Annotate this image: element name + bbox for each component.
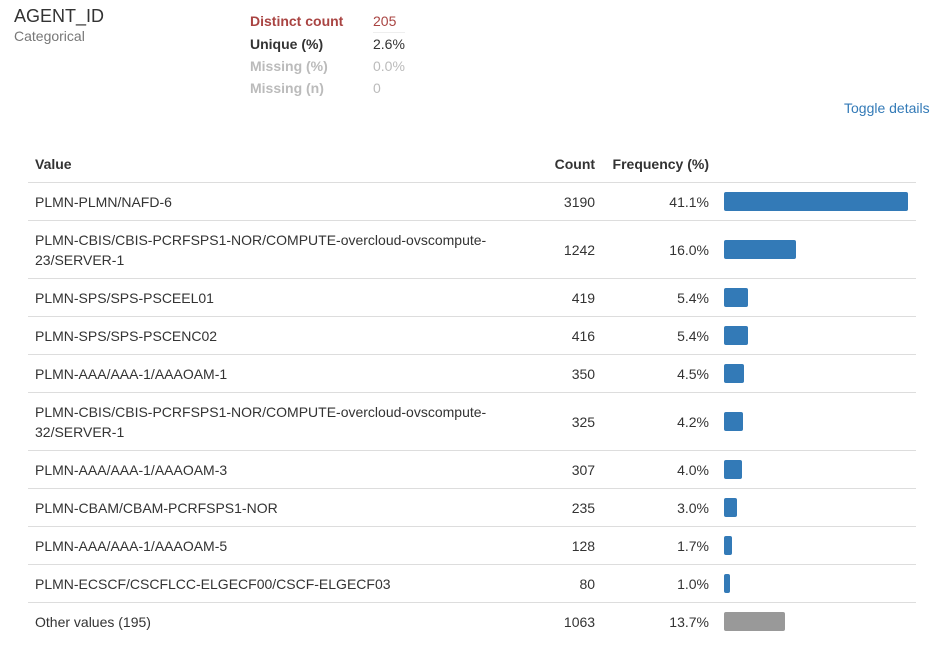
- header-bar: [709, 146, 916, 183]
- row-bar-cell: [709, 488, 916, 527]
- frequency-bar: [724, 364, 744, 383]
- row-count: 419: [533, 278, 596, 317]
- frequency-bar: [724, 288, 748, 307]
- header-frequency: Frequency (%): [595, 146, 709, 183]
- row-value: Other values (195): [35, 614, 151, 630]
- row-count: 416: [533, 316, 596, 355]
- row-bar-cell: [709, 278, 916, 317]
- stat-value: 0.0%: [373, 58, 405, 74]
- row-count: 235: [533, 488, 596, 527]
- header-value: Value: [28, 146, 534, 183]
- table-row: PLMN-ECSCF/CSCFLCC-ELGECF00/CSCF-ELGECF0…: [28, 564, 916, 603]
- table-row: PLMN-AAA/AAA-1/AAAOAM-3 307 4.0%: [28, 450, 916, 489]
- table-row: PLMN-SPS/SPS-PSCENC02 416 5.4%: [28, 316, 916, 355]
- stat-value: 2.6%: [373, 36, 405, 52]
- frequency-bar: [724, 412, 743, 431]
- row-value: PLMN-AAA/AAA-1/AAAOAM-3: [28, 450, 534, 489]
- row-value: PLMN-CBAM/CBAM-PCRFSPS1-NOR: [28, 488, 534, 527]
- frequency-bar: [724, 574, 730, 593]
- row-bar-cell: [709, 526, 916, 565]
- stat-label: Missing (n): [250, 80, 324, 96]
- table-row: PLMN-CBAM/CBAM-PCRFSPS1-NOR 235 3.0%: [28, 488, 916, 527]
- row-frequency: 13.7%: [669, 613, 709, 630]
- header-count: Count: [533, 146, 596, 183]
- row-bar-cell: [709, 450, 916, 489]
- row-value: PLMN-AAA/AAA-1/AAAOAM-1: [28, 354, 534, 393]
- stat-value: 205: [373, 10, 405, 33]
- row-value: PLMN-PLMN/NAFD-6: [28, 182, 534, 221]
- row-bar-cell: [709, 220, 916, 279]
- row-count: 128: [533, 526, 596, 565]
- row-value: PLMN-SPS/SPS-PSCENC02: [28, 316, 534, 355]
- table-row: PLMN-CBIS/CBIS-PCRFSPS1-NOR/COMPUTE-over…: [28, 392, 916, 451]
- table-row: PLMN-CBIS/CBIS-PCRFSPS1-NOR/COMPUTE-over…: [28, 220, 916, 279]
- row-value: PLMN-SPS/SPS-PSCEEL01: [28, 278, 534, 317]
- row-count: 80: [533, 564, 596, 603]
- stat-label: Unique (%): [250, 35, 324, 52]
- stat-label: Missing (%): [250, 58, 328, 74]
- row-value: PLMN-CBIS/CBIS-PCRFSPS1-NOR/COMPUTE-over…: [28, 392, 534, 451]
- row-bar-cell: [709, 603, 916, 641]
- row-bar-cell: [709, 316, 916, 355]
- row-frequency: 5.4%: [595, 316, 709, 355]
- table-row: PLMN-AAA/AAA-1/AAAOAM-1 350 4.5%: [28, 354, 916, 393]
- table-row: PLMN-PLMN/NAFD-6 3190 41.1%: [28, 182, 916, 221]
- row-count: 307: [533, 450, 596, 489]
- row-bar-cell: [709, 354, 916, 393]
- row-frequency: 41.1%: [595, 182, 709, 221]
- variable-type: Categorical: [14, 28, 85, 44]
- stat-row: Missing (%) 0.0%: [250, 55, 405, 77]
- toggle-details-link[interactable]: Toggle details: [844, 100, 930, 116]
- row-value: PLMN-ECSCF/CSCFLCC-ELGECF00/CSCF-ELGECF0…: [28, 564, 534, 603]
- stats-table: Distinct count 205 Unique (%) 2.6% Missing (…: [250, 10, 405, 99]
- frequency-bar: [724, 498, 737, 517]
- row-count: 1242: [533, 220, 596, 279]
- row-bar-cell: [709, 182, 916, 221]
- row-frequency: 16.0%: [595, 220, 709, 279]
- stat-label: Distinct count: [250, 13, 344, 30]
- stat-row: Distinct count 205: [250, 10, 405, 33]
- row-frequency: 4.5%: [595, 354, 709, 393]
- frequency-table-header: Value Count Frequency (%): [28, 146, 916, 183]
- other-values-row: Other values (195) 1063 13.7%: [28, 603, 916, 641]
- stat-value: 0: [373, 80, 381, 96]
- row-frequency: 3.0%: [595, 488, 709, 527]
- table-row: PLMN-AAA/AAA-1/AAAOAM-5 128 1.7%: [28, 526, 916, 565]
- row-frequency: 5.4%: [595, 278, 709, 317]
- frequency-bar: [724, 536, 732, 555]
- row-count: 3190: [533, 182, 596, 221]
- stat-row: Missing (n) 0: [250, 77, 405, 99]
- row-frequency: 4.0%: [595, 450, 709, 489]
- row-value: PLMN-CBIS/CBIS-PCRFSPS1-NOR/COMPUTE-over…: [28, 220, 534, 279]
- frequency-bar: [724, 192, 908, 211]
- row-frequency: 4.2%: [595, 392, 709, 451]
- frequency-bar: [724, 326, 748, 345]
- frequency-bar: [724, 460, 742, 479]
- row-bar-cell: [709, 392, 916, 451]
- row-value: PLMN-AAA/AAA-1/AAAOAM-5: [28, 526, 534, 565]
- row-count: 350: [533, 354, 596, 393]
- row-count: 325: [533, 392, 596, 451]
- frequency-table: Value Count Frequency (%) PLMN-PLMN/NAFD…: [28, 146, 916, 640]
- stat-row: Unique (%) 2.6%: [250, 33, 405, 56]
- frequency-bar: [724, 612, 785, 631]
- table-row: PLMN-SPS/SPS-PSCEEL01 419 5.4%: [28, 278, 916, 317]
- row-bar-cell: [709, 564, 916, 603]
- variable-name: AGENT_ID: [14, 6, 105, 26]
- row-count: 1063: [563, 613, 596, 630]
- frequency-bar: [724, 240, 796, 259]
- row-frequency: 1.7%: [595, 526, 709, 565]
- row-frequency: 1.0%: [595, 564, 709, 603]
